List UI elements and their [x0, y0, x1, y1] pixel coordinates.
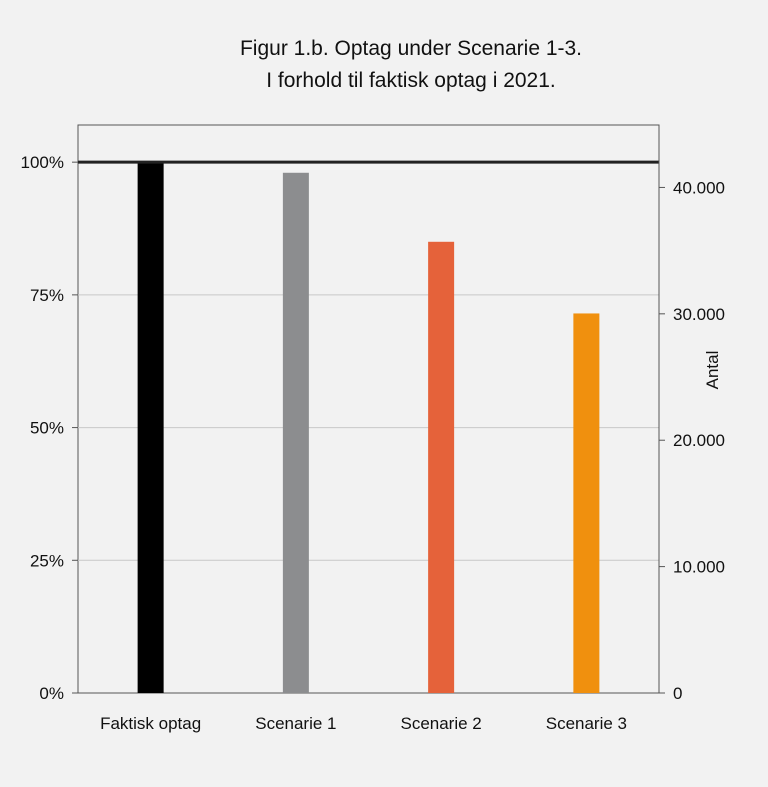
x-axis-tick-label: Scenarie 3	[546, 714, 627, 733]
right-axis-tick-label: 10.000	[673, 558, 725, 577]
bar-scenarie-3	[573, 313, 600, 693]
right-axis-title: Antal	[703, 351, 722, 390]
plot-area: 0% 25% 50% 75% 100% Faktisk optag Scenarie 1 Sc…	[21, 124, 725, 733]
left-axis-tick-label: 75%	[30, 286, 64, 305]
right-axis-tick-label: 40.000	[673, 178, 725, 197]
plot-frame	[77, 124, 660, 694]
right-axis-tick-label: 30.000	[673, 305, 725, 324]
chart-title-line-1: Figur 1.b. Optag under Scenarie 1-3.	[240, 37, 582, 60]
x-axis-tick-label: Scenarie 2	[400, 714, 481, 733]
left-axis-tick-label: 25%	[30, 551, 64, 570]
right-axis-tick-label: 20.000	[673, 431, 725, 450]
left-axis-tick-label: 0%	[39, 684, 64, 703]
x-axis-tick-label: Scenarie 1	[255, 714, 336, 733]
x-axis-tick-label: Faktisk optag	[100, 714, 201, 733]
right-axis-tick-label: 0	[673, 684, 682, 703]
left-axis-tick-label: 100%	[21, 153, 64, 172]
bar-scenarie-2	[428, 241, 455, 694]
bar-scenarie-1	[282, 172, 309, 693]
bar-faktisk-optag	[137, 162, 164, 693]
chart-title-line-2: I forhold til faktisk optag i 2021.	[266, 69, 556, 92]
left-axis-tick-label: 50%	[30, 419, 64, 438]
chart-title: Figur 1.b. Optag under Scenarie 1-3. I f…	[240, 37, 582, 92]
